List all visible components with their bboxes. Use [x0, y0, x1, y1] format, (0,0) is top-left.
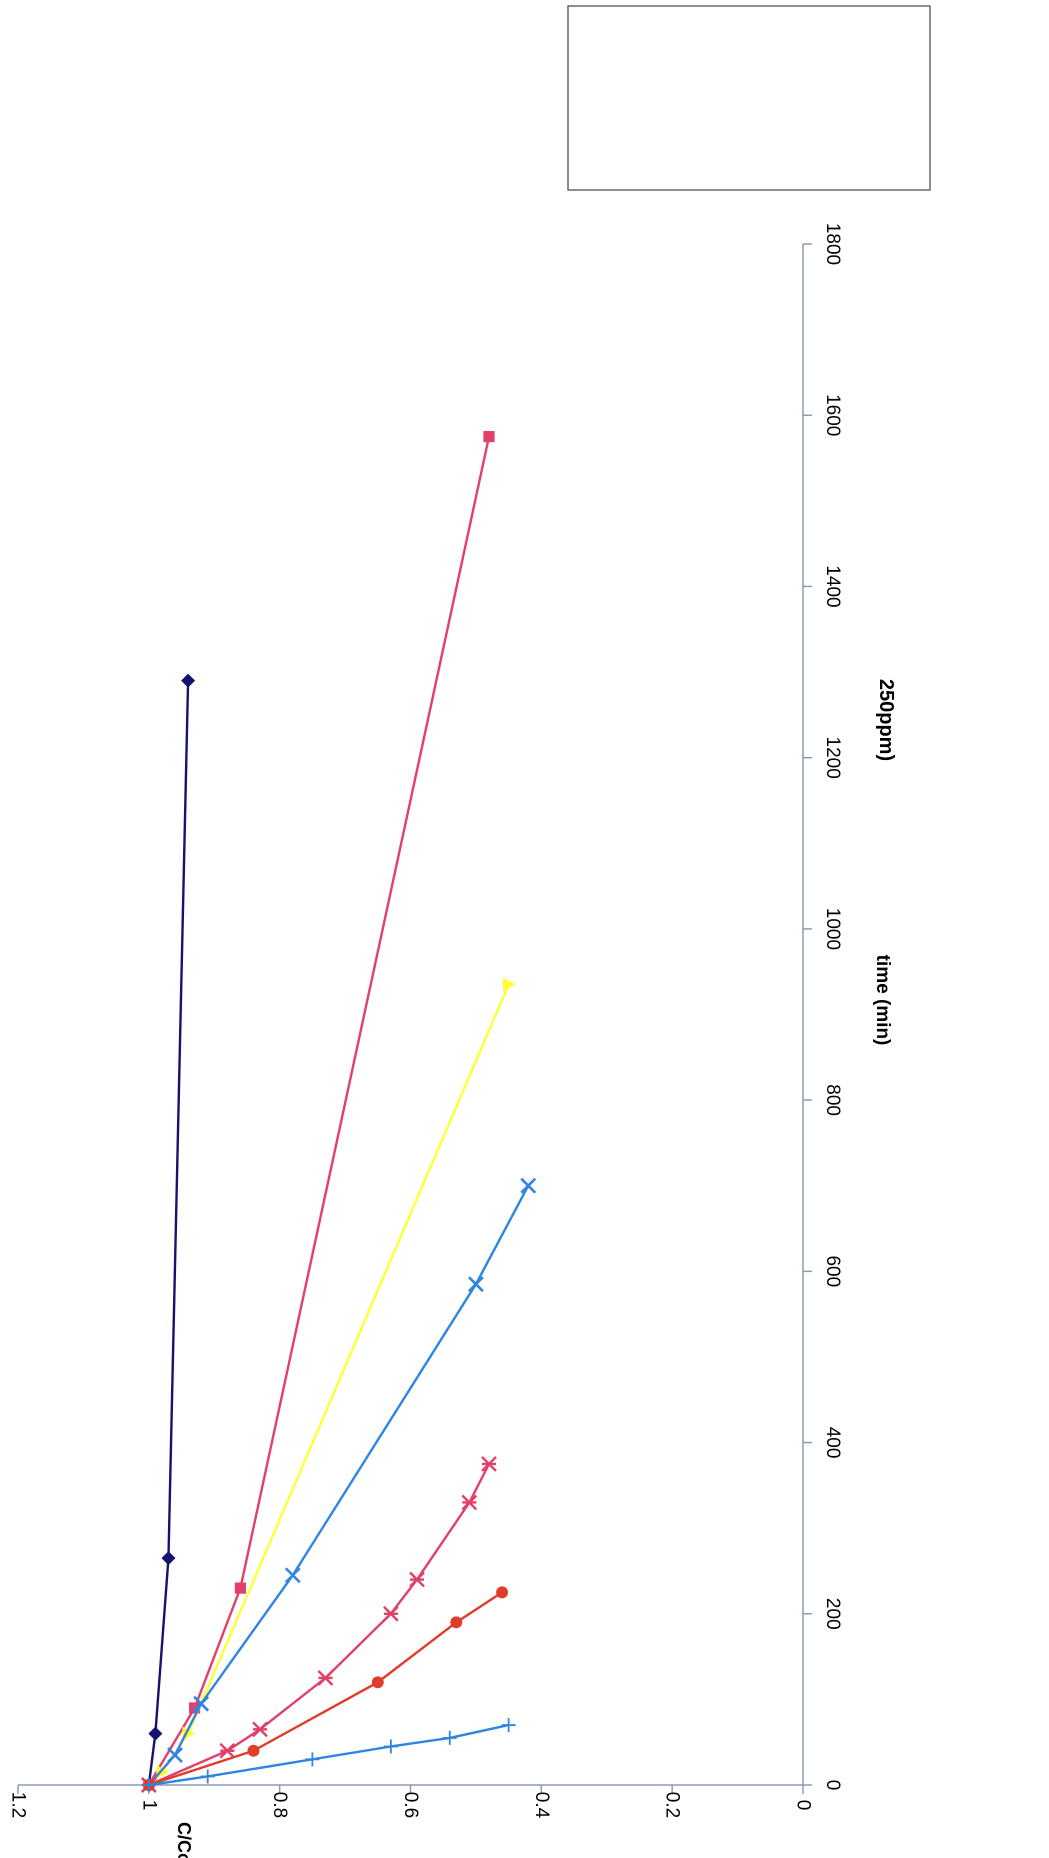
series-line — [148, 1463, 491, 1787]
series-1 — [141, 673, 196, 1792]
data-point — [181, 673, 196, 688]
series-3 — [143, 977, 516, 1792]
x-axis-label: time (min) — [872, 955, 893, 1046]
data-point — [193, 1695, 210, 1712]
series-line — [147, 680, 190, 1786]
data-point — [317, 1670, 334, 1686]
chart-title: 250ppm) — [875, 679, 897, 761]
data-point — [383, 1605, 399, 1622]
data-point — [450, 1616, 463, 1629]
legend: NavyBleu,PH=7Navy Bleu,PH=8Navy Bleu,PH=… — [567, 5, 931, 191]
y-tick-label: 0.8 — [269, 1792, 290, 1818]
data-point — [234, 1582, 247, 1594]
data-point — [141, 1778, 156, 1792]
x-tick-label: 0 — [822, 1780, 843, 1791]
data-point — [371, 1676, 384, 1689]
data-point — [148, 1726, 163, 1741]
series-layer — [140, 431, 537, 1793]
y-axis-label: C/Co — [174, 1822, 194, 1858]
x-tick-label: 1800 — [822, 223, 843, 265]
y-tick-label: 0.4 — [531, 1792, 552, 1819]
series-7 — [141, 1718, 516, 1792]
data-point — [161, 1551, 176, 1566]
data-point — [284, 1567, 301, 1584]
x-tick-label: 1600 — [822, 394, 843, 436]
data-point — [305, 1752, 320, 1767]
data-point — [167, 1747, 183, 1763]
series-line — [147, 984, 510, 1786]
data-point — [520, 1177, 537, 1194]
x-tick-label: 200 — [822, 1598, 843, 1630]
x-tick-label: 1400 — [822, 565, 843, 607]
data-point — [219, 1742, 236, 1759]
x-tick-label: 1000 — [822, 908, 843, 950]
y-tick-label: 0.2 — [662, 1792, 683, 1818]
x-tick-label: 800 — [822, 1084, 843, 1116]
data-point — [496, 1586, 509, 1599]
y-tick-label: 1.2 — [8, 1792, 29, 1818]
data-point — [481, 1456, 497, 1472]
data-point — [247, 1744, 260, 1757]
data-point — [483, 431, 495, 443]
x-tick-label: 600 — [822, 1255, 843, 1287]
data-point — [189, 1702, 201, 1714]
data-point — [200, 1769, 215, 1784]
data-point — [501, 1718, 516, 1733]
series-2 — [143, 431, 495, 1791]
y-tick-label: 1 — [138, 1800, 159, 1811]
series-4 — [140, 1177, 537, 1793]
data-point — [461, 1494, 478, 1511]
data-point — [383, 1739, 398, 1754]
data-point — [182, 1726, 196, 1741]
data-point — [252, 1721, 268, 1738]
y-tick-label: 0.6 — [400, 1792, 421, 1818]
data-point — [156, 1765, 169, 1780]
data-point — [467, 1276, 484, 1293]
data-point — [503, 977, 516, 992]
legend-frame-visible — [567, 5, 931, 191]
y-tick-label: 0 — [793, 1800, 814, 1811]
series-line — [148, 1723, 509, 1787]
axes: 0 200 400 600 800 1000 1200 1400 1600 1800 0 0.2 0.4… — [8, 223, 844, 1819]
x-tick-label: 1200 — [822, 737, 843, 779]
data-point — [409, 1571, 425, 1588]
data-point — [442, 1730, 457, 1745]
series-6 — [142, 1586, 509, 1791]
series-line — [147, 436, 491, 1786]
x-tick-label: 400 — [822, 1427, 843, 1459]
series-5 — [140, 1456, 497, 1793]
